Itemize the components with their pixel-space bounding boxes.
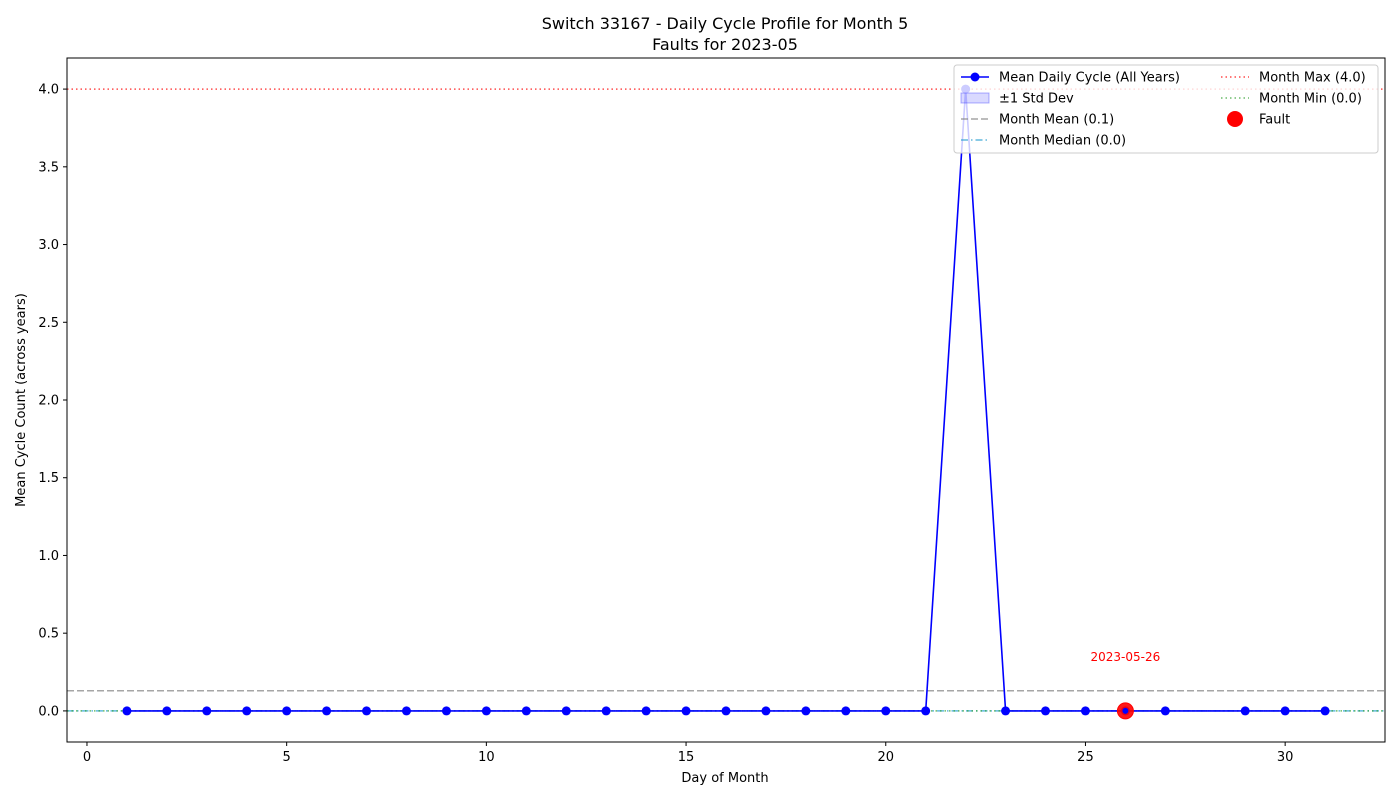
- legend-handle-marker: [970, 72, 980, 82]
- legend-entry-label: Month Max (4.0): [1259, 71, 1366, 86]
- data-point: [721, 706, 731, 716]
- y-tick-label: 0.5: [38, 627, 59, 642]
- chart-subtitle: Faults for 2023-05: [652, 35, 798, 54]
- data-point: [122, 706, 132, 716]
- y-tick-label: 1.0: [38, 549, 59, 564]
- data-point: [242, 706, 252, 716]
- plot-area: 2023-05-26 0 5 10 15 20 25 30 0.0 0.5 1.0 1.5 2.0 2.5…: [38, 57, 1386, 765]
- data-point: [1240, 706, 1250, 716]
- y-tick-label: 2.0: [38, 394, 59, 409]
- data-point: [1001, 706, 1011, 716]
- plot-frame: [66, 57, 1386, 743]
- data-point: [481, 706, 491, 716]
- fault-annotation-0: 2023-05-26: [1091, 650, 1161, 664]
- data-point: [162, 706, 172, 716]
- series-line: [126, 89, 1326, 712]
- data-point: [801, 706, 811, 716]
- data-point: [282, 706, 292, 716]
- x-axis-label: Day of Month: [681, 771, 768, 786]
- legend: Mean Daily Cycle (All Years) ±1 Std Dev Mo…: [953, 64, 1379, 154]
- fault-marker-dot-0: [1122, 707, 1129, 714]
- data-point: [322, 706, 332, 716]
- data-point: [441, 706, 451, 716]
- data-point: [1041, 706, 1051, 716]
- data-point: [641, 706, 651, 716]
- data-point: [362, 706, 372, 716]
- data-point: [561, 706, 571, 716]
- x-tick-label: 0: [83, 750, 91, 765]
- legend-box: [953, 64, 1379, 154]
- y-tick-label: 1.5: [38, 471, 59, 486]
- legend-entry-label: Month Min (0.0): [1259, 92, 1362, 107]
- legend-entry-label: Month Median (0.0): [999, 134, 1126, 149]
- y-tick-label: 2.5: [38, 316, 59, 331]
- data-point: [521, 706, 531, 716]
- y-axis-label: Mean Cycle Count (across years): [14, 293, 29, 507]
- legend-entry-label: Fault: [1259, 113, 1290, 128]
- data-point: [202, 706, 212, 716]
- chart-title: Switch 33167 - Daily Cycle Profile for M…: [542, 14, 909, 33]
- y-tick-label: 3.0: [38, 238, 59, 253]
- x-tick-label: 5: [283, 750, 291, 765]
- data-point: [841, 706, 851, 716]
- legend-entry-label: ±1 Std Dev: [999, 92, 1074, 107]
- data-point: [761, 706, 771, 716]
- data-point: [401, 706, 411, 716]
- legend-handle-patch: [960, 92, 990, 104]
- y-tick-label: 3.5: [38, 160, 59, 175]
- data-point: [1080, 706, 1090, 716]
- data-point: [1160, 706, 1170, 716]
- legend-entry-label: Mean Daily Cycle (All Years): [999, 71, 1180, 86]
- data-point: [1320, 706, 1330, 716]
- y-tick-label: 0.0: [38, 704, 59, 719]
- x-tick-label: 20: [877, 750, 894, 765]
- data-point: [601, 706, 611, 716]
- y-tick-label: 4.0: [38, 83, 59, 98]
- x-tick-label: 15: [678, 750, 695, 765]
- x-tick-label: 10: [478, 750, 495, 765]
- x-tick-label: 25: [1077, 750, 1094, 765]
- data-point: [1280, 706, 1290, 716]
- data-point: [681, 706, 691, 716]
- legend-handle-fault: [1227, 111, 1243, 127]
- legend-entry-label: Month Mean (0.1): [999, 113, 1114, 128]
- reference-lines: [67, 88, 1385, 712]
- x-tick-label: 30: [1277, 750, 1294, 765]
- data-point: [921, 706, 931, 716]
- data-point: [881, 706, 891, 716]
